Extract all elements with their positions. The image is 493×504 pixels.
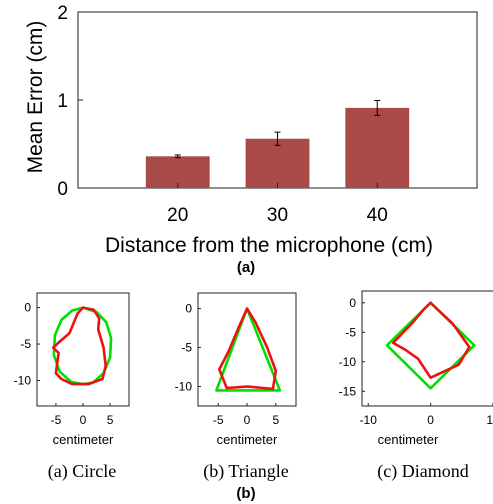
y-tick-label: -5	[345, 325, 356, 339]
x-tick-label: 0	[244, 413, 251, 427]
bar-chart: Mean Error (cm) Distance from the microp…	[24, 3, 478, 276]
bar	[145, 156, 210, 188]
bar-y-tick-label: 1	[57, 91, 68, 112]
plot-frame	[36, 292, 130, 407]
traced-shape-line	[51, 306, 107, 386]
circle-plot: -5 0 5 0 -5 -10 centimeter	[14, 292, 130, 447]
x-tick-label: 10	[486, 413, 493, 427]
y-tick-label: -5	[181, 341, 192, 355]
x-tick-label: -5	[213, 413, 224, 427]
panel-label-a: (a)	[237, 259, 255, 276]
bar-x-tick-label: 40	[367, 205, 388, 226]
reference-shape-line	[215, 307, 282, 392]
bar-x-tick-label: 20	[167, 205, 188, 226]
y-tick-label: 0	[24, 301, 31, 315]
bar-x-tick-label: 30	[267, 205, 288, 226]
y-tick-label: -10	[339, 355, 357, 369]
y-tick-label: 0	[349, 296, 356, 310]
diamond-plot: -10 0 10 0 -5 -10 -15 centimeter	[339, 290, 493, 447]
panel-label-b: (b)	[236, 485, 255, 502]
y-tick-label: -15	[339, 384, 357, 398]
triangle-plot: -5 0 5 0 -5 -10 centimeter	[175, 292, 297, 447]
bar-y-axis-label: Mean Error (cm)	[24, 21, 47, 174]
bar	[245, 138, 310, 188]
y-tick-label: -10	[175, 380, 193, 394]
y-tick-label: -5	[20, 337, 31, 351]
traced-shape-line	[218, 307, 278, 391]
bar-y-tick-label: 2	[57, 3, 68, 24]
reference-shape-line	[385, 301, 476, 390]
x-axis-label: centimeter	[53, 432, 114, 447]
x-tick-label: -10	[360, 413, 378, 427]
x-axis-label: centimeter	[378, 432, 439, 447]
caption-triangle: (b) Triangle	[203, 461, 289, 482]
y-tick-label: 0	[185, 302, 192, 316]
plot-frame	[361, 290, 493, 407]
x-axis-label: centimeter	[217, 432, 278, 447]
bar	[345, 107, 410, 188]
x-tick-label: -5	[51, 413, 62, 427]
x-tick-label: 5	[107, 413, 114, 427]
caption-diamond: (c) Diamond	[377, 461, 468, 482]
y-tick-label: -10	[14, 373, 32, 387]
traced-shape-line	[391, 301, 471, 380]
x-tick-label: 5	[272, 413, 279, 427]
bar-x-axis-label: Distance from the microphone (cm)	[105, 234, 433, 257]
caption-circle: (a) Circle	[48, 461, 116, 482]
x-tick-label: 0	[427, 413, 434, 427]
bar-y-tick-label: 0	[57, 179, 68, 200]
x-tick-label: 0	[80, 413, 87, 427]
